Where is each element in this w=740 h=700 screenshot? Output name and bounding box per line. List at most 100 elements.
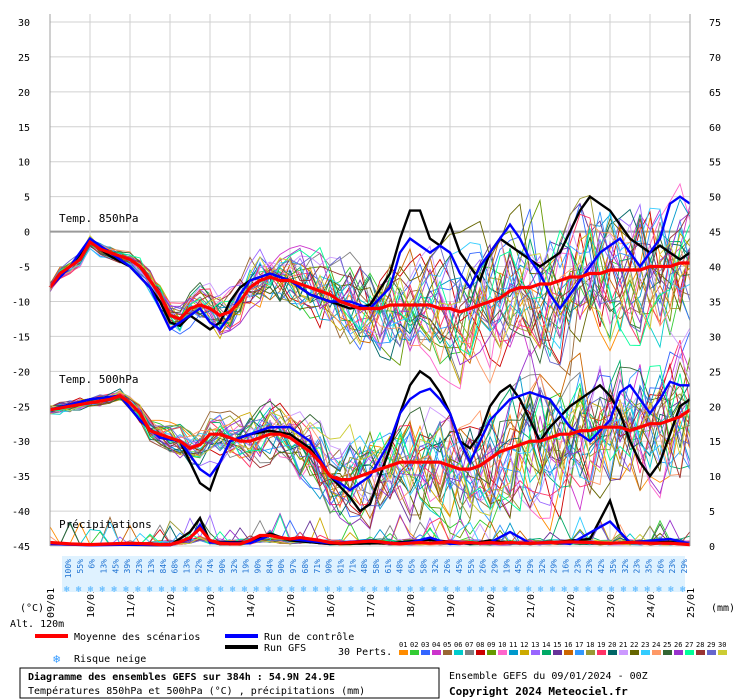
x-tick-label: 24/01 <box>646 588 657 618</box>
right-tick-label: 35 <box>709 297 721 308</box>
snow-risk-value: 45% <box>514 559 523 574</box>
pert-swatch <box>432 650 441 655</box>
snowflake-icon: ❄ <box>289 585 295 595</box>
right-tick-label: 50 <box>709 193 721 204</box>
pert-swatch <box>487 650 496 655</box>
chart-subtitle: Températures 850hPa et 500hPa (°C) , pré… <box>28 685 365 697</box>
snowflake-icon: ❄ <box>182 585 188 595</box>
snowflake-icon: ❄ <box>194 585 200 595</box>
main-series-lines <box>48 195 691 547</box>
snowflake-icon: ❄ <box>230 585 236 595</box>
left-tick-label: -25 <box>12 402 30 413</box>
left-tick-label: -10 <box>12 297 30 308</box>
right-tick-label: 60 <box>709 123 721 134</box>
snow-risk-value: 90% <box>277 559 286 574</box>
snow-risk-value: 32% <box>230 559 239 574</box>
right-tick-label: 25 <box>709 367 721 378</box>
snow-risk-value: 23% <box>668 559 677 574</box>
snowflake-icon: ❄ <box>218 585 224 595</box>
x-tick-label: 10/01 <box>86 588 97 618</box>
snowflake-icon: ❄ <box>348 585 354 595</box>
x-tick-label: 22/01 <box>566 588 577 618</box>
pert-swatch <box>663 650 672 655</box>
pert-swatch <box>421 650 430 655</box>
pert-number: 01 <box>399 641 407 649</box>
snowflake-icon: ❄ <box>123 585 129 595</box>
left-tick-label: -45 <box>12 542 30 553</box>
left-tick-label: 20 <box>18 88 30 99</box>
snow-risk-value: 61% <box>384 559 393 574</box>
snowflake-icon: ❄ <box>242 585 248 595</box>
snow-risk-value: 29% <box>526 559 535 574</box>
snowflake-icon: ❄ <box>254 585 260 595</box>
snowflake-icon: ❄ <box>53 652 60 666</box>
snowflake-icon: ❄ <box>301 585 307 595</box>
pert-number: 04 <box>432 641 440 649</box>
pert-number: 12 <box>520 641 528 649</box>
snowflake-icon: ❄ <box>171 585 177 595</box>
snowflake-icon: ❄ <box>336 585 342 595</box>
left-tick-label: 15 <box>18 123 30 134</box>
right-tick-label: 75 <box>709 18 721 29</box>
t850-section-label: Temp. 850hPa <box>59 212 138 225</box>
pert-swatch <box>685 650 694 655</box>
snowflake-icon: ❄ <box>455 585 461 595</box>
series-t850-line <box>49 195 691 332</box>
chart-title: Diagramme des ensembles GEFS sur 384h : … <box>28 671 335 683</box>
snow-risk-value: 23% <box>585 559 594 574</box>
pert-swatch <box>542 650 551 655</box>
pert-number: 11 <box>509 641 517 649</box>
ensemble-member-line <box>49 388 691 516</box>
x-tick-label: 19/01 <box>446 588 457 618</box>
snow-risk-value: 13% <box>147 559 156 574</box>
snow-risk-value: 81% <box>336 559 345 574</box>
snowflake-icon: ❄ <box>597 585 603 595</box>
series-t850-line <box>48 239 690 321</box>
snow-risk-value: 23% <box>633 559 642 574</box>
pert-number: 05 <box>443 641 451 649</box>
snow-risk-strip: 100% ❄ 55% ❄ 6% ❄ 13% ❄ 45% ❄ 39% ❄ 23% ❄ 13% ❄ 84% ❄ 68% ❄… <box>62 556 689 595</box>
snow-risk-value: 35% <box>609 559 618 574</box>
pert-number: 28 <box>696 641 704 649</box>
right-tick-label: 30 <box>709 332 721 343</box>
snowflake-icon: ❄ <box>467 585 473 595</box>
pert-swatch <box>476 650 485 655</box>
snow-risk-value: 19% <box>502 559 511 574</box>
pert-swatch <box>707 650 716 655</box>
snow-risk-value: 6% <box>88 559 97 569</box>
snowflake-icon: ❄ <box>277 585 283 595</box>
pert-swatch <box>443 650 452 655</box>
pert-swatch <box>597 650 606 655</box>
pert-number: 26 <box>674 641 682 649</box>
pert-swatch <box>498 650 507 655</box>
snowflake-icon: ❄ <box>408 585 414 595</box>
x-tick-label: 23/01 <box>606 588 617 618</box>
snowflake-icon: ❄ <box>313 585 319 595</box>
snowflake-icon: ❄ <box>111 585 117 595</box>
right-tick-label: 65 <box>709 88 721 99</box>
snow-risk-value: 29% <box>680 559 689 574</box>
snow-risk-value: 90% <box>218 559 227 574</box>
pert-swatch <box>410 650 419 655</box>
pert-swatch <box>696 650 705 655</box>
left-tick-label: -20 <box>12 367 30 378</box>
snow-risk-value: 26% <box>479 559 488 574</box>
pert-number: 15 <box>553 641 561 649</box>
ensemble-member-line <box>49 348 691 530</box>
ensemble-member-line <box>49 361 691 521</box>
pert-swatch <box>553 650 562 655</box>
snow-risk-value: 13% <box>100 559 109 574</box>
pert-number: 07 <box>465 641 473 649</box>
title-box <box>19 667 440 699</box>
perturbation-swatches: 01 02 03 04 05 06 07 08 09 10 11 12 13 14 15 16 17 18 19 20… <box>399 641 727 655</box>
snow-risk-value: 71% <box>348 559 357 574</box>
snowflake-icon: ❄ <box>538 585 544 595</box>
pert-number: 06 <box>454 641 462 649</box>
pert-swatch <box>531 650 540 655</box>
left-tick-label: -30 <box>12 437 30 448</box>
series-t500-line <box>49 369 691 513</box>
snow-risk-value: 45% <box>111 559 120 574</box>
x-tick-label: 25/01 <box>686 588 697 618</box>
